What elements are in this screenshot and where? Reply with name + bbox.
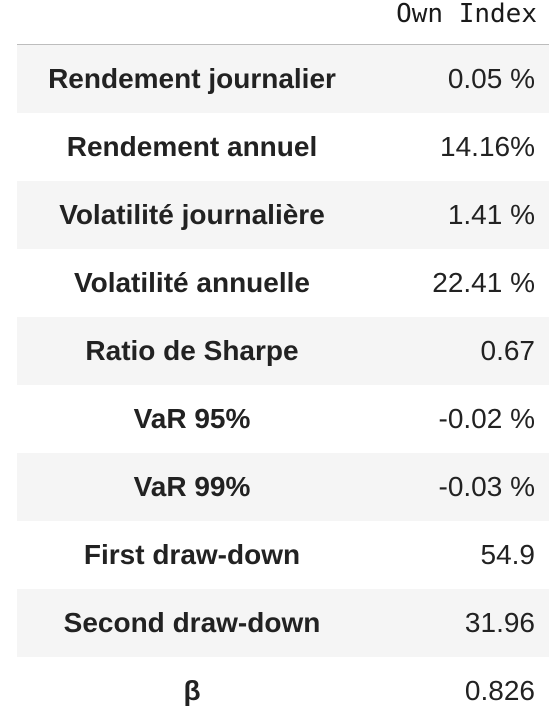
row-label: Volatilité annuelle (74, 267, 310, 298)
row-label: VaR 95% (133, 403, 251, 434)
row-value: 1.41 % (447, 199, 535, 230)
table-row: Second draw-down 31.96 (17, 589, 549, 657)
table-row: β 0.826 (17, 657, 549, 725)
table-row: VaR 95% -0.02 % (17, 385, 549, 453)
row-label: VaR 99% (133, 471, 251, 502)
row-label: Rendement journalier (48, 63, 336, 94)
row-value: 54.9 (480, 539, 536, 570)
row-value: 22.41 % (432, 267, 535, 298)
row-label: Rendement annuel (66, 131, 318, 162)
row-value: -0.03 % (438, 471, 536, 502)
row-label: Volatilité journalière (59, 199, 325, 230)
table-header-row: Own Index (17, 0, 549, 45)
table-row: Volatilité annuelle 22.41 % (17, 249, 549, 317)
row-label: Ratio de Sharpe (85, 335, 299, 366)
table-row: Rendement journalier 0.05 % (17, 45, 549, 113)
row-value: 0.67 (480, 335, 536, 366)
row-label: Second draw-down (63, 607, 321, 638)
row-value: 31.96 (464, 607, 535, 638)
row-value: 14.16% (440, 131, 535, 162)
metrics-table: Own Index Rendement journalier 0.05 % Re… (17, 0, 549, 725)
table-row: Rendement annuel 14.16% (17, 113, 549, 181)
row-label: First draw-down (83, 539, 301, 570)
row-value: -0.02 % (438, 403, 536, 434)
table-row: First draw-down 54.9 (17, 521, 549, 589)
row-value: 0.05 % (447, 63, 535, 94)
column-header-own-index: Own Index (396, 0, 537, 29)
table-row: Ratio de Sharpe 0.67 (17, 317, 549, 385)
row-value: 0.826 (464, 675, 535, 706)
table-row: Volatilité journalière 1.41 % (17, 181, 549, 249)
table-row: VaR 99% -0.03 % (17, 453, 549, 521)
row-label: β (183, 675, 201, 706)
